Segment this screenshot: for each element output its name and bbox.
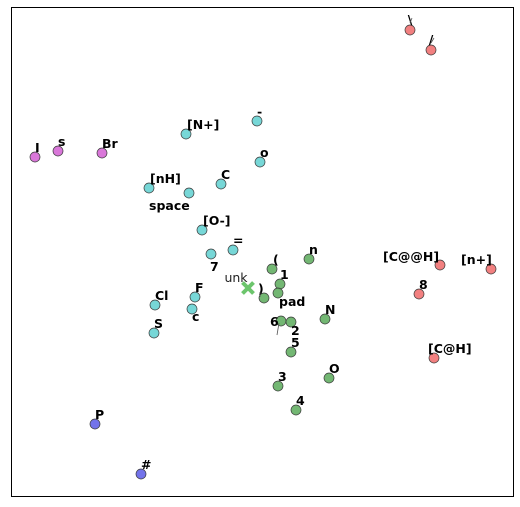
- leader-line-backslash: [409, 17, 413, 24]
- point-unk: [241, 281, 255, 295]
- label-space: space: [149, 198, 190, 213]
- point-f: [189, 291, 201, 303]
- label-unk: unk: [224, 270, 248, 285]
- point-ominus: [196, 224, 208, 236]
- point-s: [52, 145, 64, 157]
- point-c: [215, 178, 227, 190]
- label-cath: [C@H]: [428, 341, 472, 356]
- labels-layer: \ / [C@@H] [n+] 8 [C@H] I s Br [N+] - o C [nH] space [O…: [35, 12, 492, 472]
- label-2: 2: [291, 323, 300, 338]
- label-3: 3: [278, 369, 287, 384]
- label-6: 6: [270, 314, 279, 329]
- point-4: [290, 404, 302, 416]
- label-s: S: [154, 316, 163, 331]
- label-n: N: [325, 302, 335, 317]
- label-equals: =: [233, 233, 243, 248]
- label-f: F: [195, 280, 204, 295]
- point-7: [205, 248, 217, 260]
- leader-line-slash: [430, 37, 435, 44]
- leader-line-6: [276, 322, 280, 336]
- point-3: [272, 380, 284, 392]
- label-o: O: [329, 361, 340, 376]
- point-space: [183, 187, 195, 199]
- point-c: [186, 303, 198, 315]
- label-5: 5: [291, 335, 300, 350]
- label-close-paren: ): [258, 281, 264, 296]
- label-hash: #: [141, 457, 151, 472]
- label-ominus: [O-]: [203, 213, 230, 228]
- point-catath: [434, 259, 446, 271]
- label-s: s: [58, 134, 65, 149]
- label-n: n: [309, 242, 318, 257]
- point-hash: [135, 468, 147, 480]
- label-o: o: [260, 145, 269, 160]
- point-5: [285, 346, 297, 358]
- points-layer: [29, 24, 497, 480]
- point-8: [413, 288, 425, 300]
- point-p: [89, 418, 101, 430]
- label-open-paren: (: [273, 252, 279, 267]
- label-p: P: [95, 407, 104, 422]
- point-pad: [272, 287, 284, 299]
- label-backslash: \: [408, 12, 413, 27]
- label-br: Br: [102, 136, 119, 151]
- label-cl: Cl: [155, 288, 168, 303]
- point-n: [303, 253, 315, 265]
- point-open-paren: [266, 263, 278, 275]
- point-equals: [227, 244, 239, 256]
- point-close-paren: [258, 292, 270, 304]
- point-s: [148, 327, 160, 339]
- point-cath: [428, 352, 440, 364]
- label-i: I: [35, 140, 40, 155]
- label-8: 8: [419, 277, 428, 292]
- label-4: 4: [296, 393, 305, 408]
- label-nplus: [n+]: [461, 252, 492, 267]
- point-backslash: [404, 24, 416, 36]
- point-dash: [251, 115, 263, 127]
- point-o: [323, 372, 335, 384]
- point-i: [29, 151, 41, 163]
- point-n: [319, 313, 331, 325]
- point-o: [254, 156, 266, 168]
- label-pad: pad: [279, 294, 305, 309]
- point-slash: [425, 44, 437, 56]
- point-2: [285, 316, 297, 328]
- point-nplus: [485, 263, 497, 275]
- label-nh: [nH]: [150, 171, 181, 186]
- point-cl: [149, 299, 161, 311]
- point-nh: [143, 182, 155, 194]
- label-catath: [C@@H]: [383, 249, 439, 264]
- point-nplus: [180, 128, 192, 140]
- point-br: [96, 147, 108, 159]
- plot-frame: [11, 7, 514, 497]
- label-c: C: [221, 167, 230, 182]
- label-c: c: [192, 309, 199, 324]
- label-dash: -: [257, 104, 262, 119]
- label-slash: /: [429, 32, 434, 47]
- label-1: 1: [280, 267, 289, 282]
- label-7: 7: [210, 259, 219, 274]
- label-nplus: [N+]: [187, 117, 219, 132]
